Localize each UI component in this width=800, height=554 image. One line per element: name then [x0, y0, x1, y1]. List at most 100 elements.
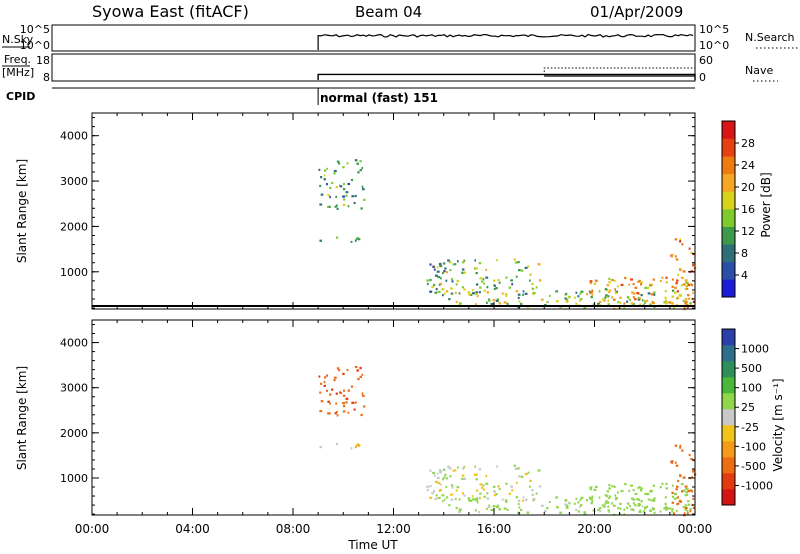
velocity-cell [672, 512, 675, 515]
velocity-cell [613, 485, 616, 489]
power-cell [603, 299, 606, 302]
power-cell [686, 306, 689, 309]
velocity-cell [351, 401, 355, 404]
velocity-cell [359, 375, 362, 378]
velocity-cell [638, 498, 641, 502]
power-cell [631, 291, 634, 294]
power-cell [360, 207, 363, 210]
velocity-cell [475, 499, 478, 502]
power-cell [689, 283, 693, 286]
power-cell [354, 239, 357, 242]
velocity-cell [486, 497, 490, 500]
xtick-label: 04:00 [175, 522, 210, 536]
velocity-cell [687, 503, 691, 506]
velocity-cell [575, 508, 578, 511]
power-colorbar: 28 24 20 16 12 8 4 [721, 120, 755, 298]
velocity-cell [577, 510, 581, 513]
power-cell [458, 302, 462, 305]
velocity-cell [543, 509, 547, 513]
nsky-tick-top: 10^5 [20, 23, 50, 36]
velocity-cell [445, 485, 448, 488]
velocity-cell [361, 373, 364, 376]
colorbar-swatch [722, 121, 735, 139]
power-cell [475, 291, 479, 294]
power-cell [555, 290, 559, 293]
velocity-cell [636, 498, 640, 501]
velocity-cell [342, 372, 345, 376]
velocity-cell [688, 453, 691, 457]
power-cell [327, 205, 331, 209]
power-cell [437, 275, 441, 279]
velocity-colorbar-label: Velocity [m s⁻¹] [771, 378, 785, 471]
nsearch-tick-top: 10^5 [699, 23, 729, 36]
velocity-cell [461, 474, 465, 477]
power-cell [361, 166, 364, 170]
power-cell [471, 289, 474, 292]
power-cell [604, 296, 607, 299]
velocity-cell [575, 497, 578, 500]
power-cell [326, 167, 328, 171]
power-cell [679, 240, 682, 243]
velocity-cell [683, 489, 686, 492]
power-cell [589, 280, 593, 283]
power-cell [342, 188, 346, 191]
colorbar-tick-label: 20 [741, 181, 755, 194]
velocity-cell [319, 391, 322, 394]
power-cell [334, 205, 337, 208]
velocity-cell [450, 484, 454, 487]
velocity-cell [604, 502, 607, 505]
velocity-cell [590, 497, 593, 500]
velocity-cell [442, 478, 444, 481]
velocity-cell [461, 477, 464, 481]
power-cell [435, 288, 438, 291]
velocity-cell [684, 485, 688, 488]
velocity-cell [526, 511, 530, 514]
power-cell [681, 284, 684, 287]
velocity-cell [426, 485, 430, 488]
power-cell [450, 292, 454, 295]
velocity-cell [335, 411, 338, 414]
velocity-cell [433, 474, 436, 477]
velocity-cell [676, 502, 680, 505]
power-cell [608, 277, 611, 280]
colorbar-swatch [722, 377, 735, 394]
power-cell [585, 293, 588, 296]
velocity-cell [357, 443, 359, 446]
power-cell [665, 276, 668, 279]
velocity-cell [320, 400, 324, 403]
velocity-cell [692, 470, 694, 473]
velocity-cell [510, 485, 513, 488]
power-cell [609, 289, 612, 292]
colorbar-swatch [722, 393, 735, 410]
velocity-cell [634, 504, 637, 507]
ytick-label: 2000 [60, 220, 88, 233]
power-cell [606, 289, 609, 292]
power-cell [688, 247, 691, 250]
power-cell [486, 291, 490, 294]
velocity-cell [475, 489, 479, 492]
power-cell [627, 296, 630, 300]
velocity-cell [607, 501, 610, 504]
power-cell [320, 193, 324, 196]
velocity-cell [492, 485, 496, 488]
velocity-cell [671, 484, 674, 487]
power-cell [493, 287, 496, 291]
velocity-cell [671, 510, 674, 513]
power-cell [653, 291, 656, 294]
power-cell [450, 287, 453, 290]
power-cell [346, 162, 349, 165]
velocity-cell [498, 487, 501, 490]
power-cell [503, 301, 507, 304]
power-cell [532, 291, 536, 295]
power-cell [335, 185, 338, 189]
velocity-cell [632, 498, 636, 501]
power-cell [436, 270, 440, 273]
velocity-cell [590, 502, 593, 505]
power-cell [671, 302, 674, 305]
velocity-cell [649, 509, 652, 512]
power-cell [681, 243, 684, 246]
velocity-cell [614, 494, 617, 497]
nave-tick-bottom: 0 [699, 71, 706, 84]
velocity-cell [361, 392, 364, 395]
colorbar-tick-label: 12 [741, 225, 755, 238]
